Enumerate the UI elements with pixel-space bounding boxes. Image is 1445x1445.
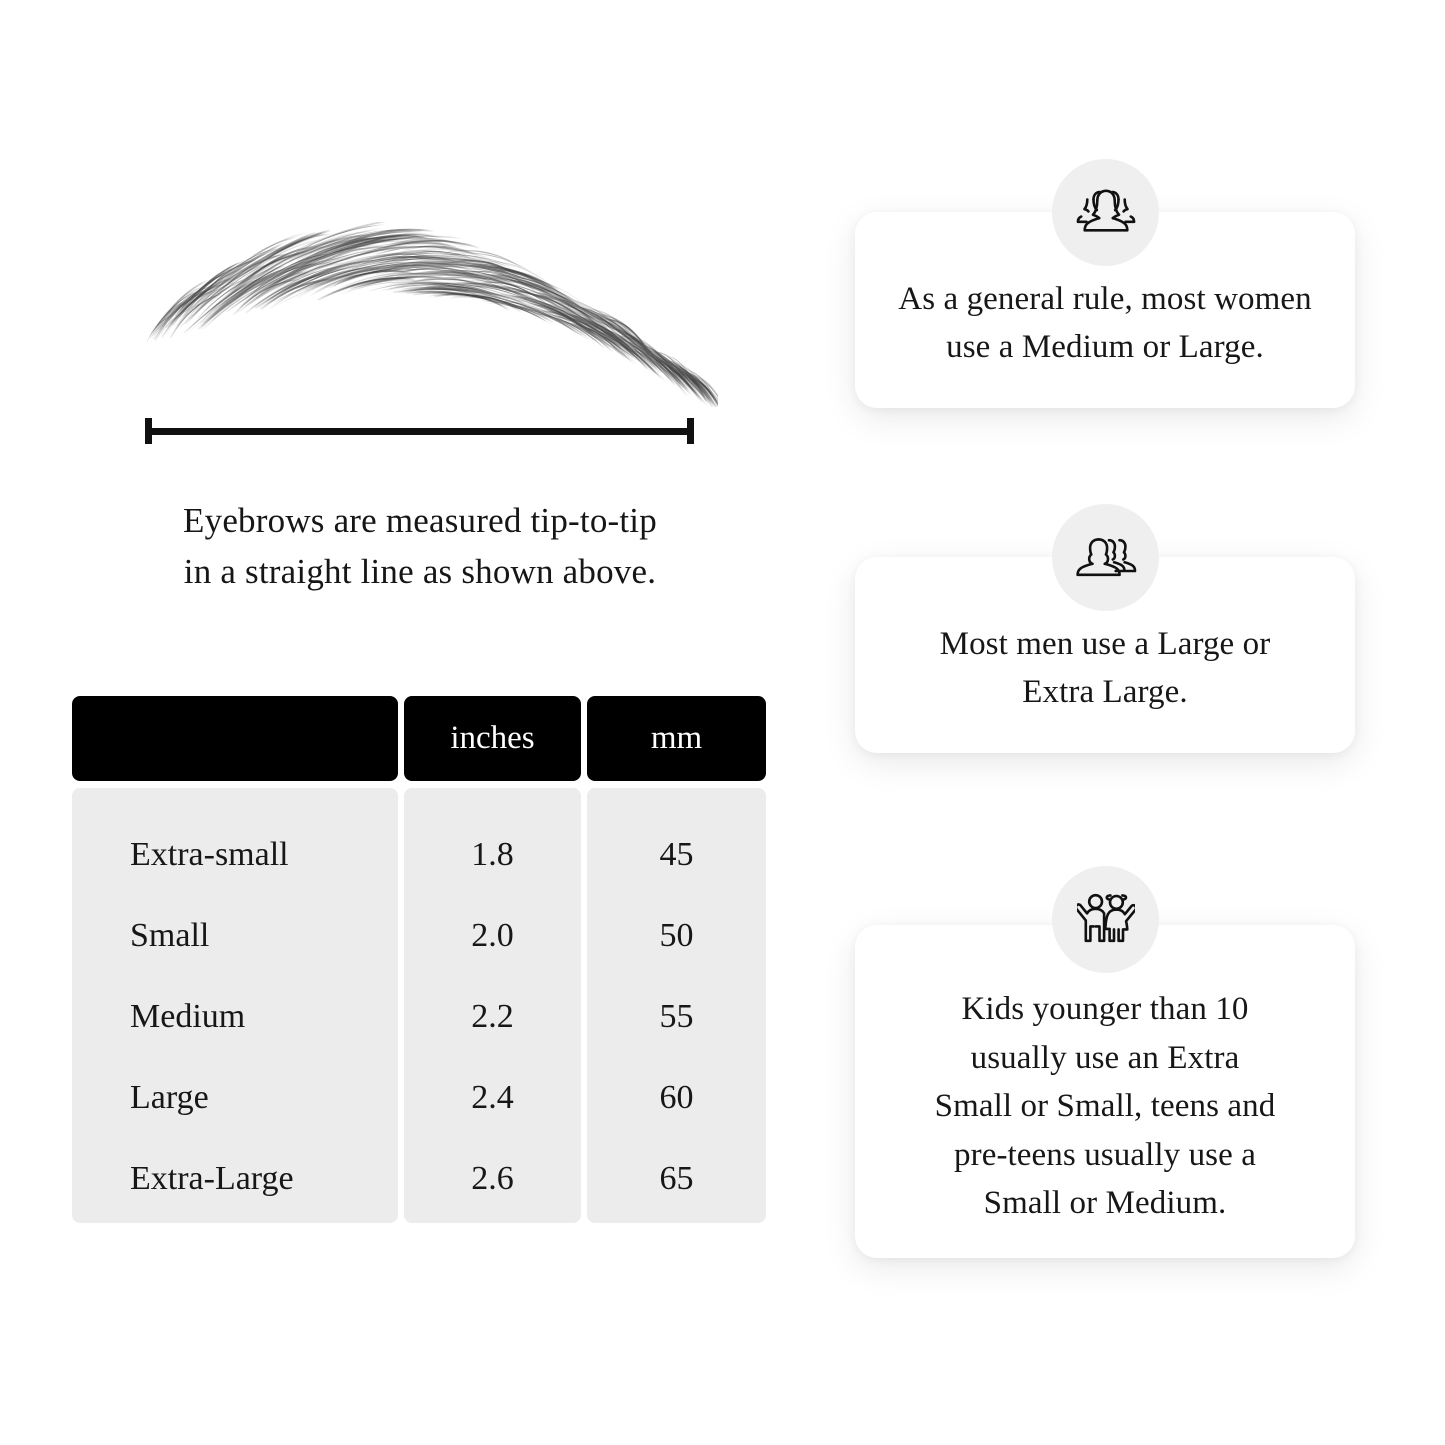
measuring-bar-rule: [145, 428, 694, 435]
card-kids-line-2: usually use an Extra: [970, 1039, 1240, 1076]
table-row: Medium: [130, 997, 246, 1035]
size-table-header-size: [72, 696, 398, 781]
kids-icon: [1052, 866, 1159, 973]
women-group-icon: [1052, 159, 1159, 266]
table-cell-inches: 2.2: [471, 997, 514, 1035]
measurement-caption-line-1: Eyebrows are measured tip-to-tip: [183, 501, 657, 540]
men-group-icon: [1052, 504, 1159, 611]
table-row: Small: [130, 916, 210, 954]
card-kids: Kids younger than 10 usually use an Extr…: [855, 925, 1355, 1258]
recommendation-cards: As a general rule, most women use a Medi…: [855, 0, 1355, 1445]
card-kids-line-5: Small or Medium.: [983, 1185, 1227, 1222]
table-cell-inches: 2.6: [471, 1159, 514, 1197]
measuring-bar-cap-right: [687, 418, 694, 444]
size-table-header-inches: inches: [404, 696, 581, 781]
size-table-column-inches: 1.8 2.0 2.2 2.4 2.6: [404, 788, 581, 1223]
size-table-column-size: Extra-small Small Medium Large Extra-Lar…: [72, 788, 398, 1223]
table-cell-mm: 65: [659, 1159, 694, 1197]
table-cell-mm: 50: [659, 916, 694, 954]
size-table-column-mm: 45 50 55 60 65: [587, 788, 766, 1223]
table-cell-mm: 60: [659, 1078, 694, 1116]
measurement-caption: Eyebrows are measured tip-to-tip in a st…: [70, 496, 770, 598]
card-kids-line-3: Small or Small, teens and: [934, 1088, 1276, 1125]
measurement-caption-line-2: in a straight line as shown above.: [183, 551, 657, 591]
table-row: Large: [130, 1078, 209, 1116]
size-table-header-row: inches mm: [72, 696, 766, 781]
size-table-header-mm: mm: [587, 696, 766, 781]
table-cell-mm: 55: [659, 997, 694, 1035]
table-cell-inches: 2.0: [471, 916, 514, 954]
measuring-bar: [145, 418, 694, 444]
table-row: Extra-small: [130, 835, 289, 873]
card-kids-line-4: pre-teens usually use a: [954, 1136, 1256, 1173]
size-table: inches mm Extra-small Small Medium Large…: [72, 696, 766, 1223]
table-cell-inches: 1.8: [471, 835, 514, 873]
card-women-text: As a general rule, most women use a Medi…: [864, 275, 1345, 372]
card-men-line-1: Most men use a Large or: [939, 625, 1271, 662]
card-men: Most men use a Large or Extra Large.: [855, 557, 1355, 753]
card-women-line-2: use a Medium or Large.: [946, 329, 1264, 365]
table-row: Extra-Large: [130, 1159, 294, 1197]
table-cell-mm: 45: [659, 835, 694, 873]
card-women-line-1: As a general rule, most women: [898, 280, 1312, 317]
card-women: As a general rule, most women use a Medi…: [855, 212, 1355, 408]
card-men-line-2: Extra Large.: [1022, 674, 1188, 710]
card-kids-line-1: Kids younger than 10: [961, 991, 1249, 1028]
table-cell-inches: 2.4: [471, 1078, 514, 1116]
card-kids-text: Kids younger than 10 usually use an Extr…: [901, 985, 1310, 1228]
eyebrow-illustration: [118, 222, 718, 407]
measurement-panel: Eyebrows are measured tip-to-tip in a st…: [70, 222, 770, 1223]
card-men-text: Most men use a Large or Extra Large.: [906, 620, 1305, 717]
size-table-body: Extra-small Small Medium Large Extra-Lar…: [72, 788, 766, 1223]
